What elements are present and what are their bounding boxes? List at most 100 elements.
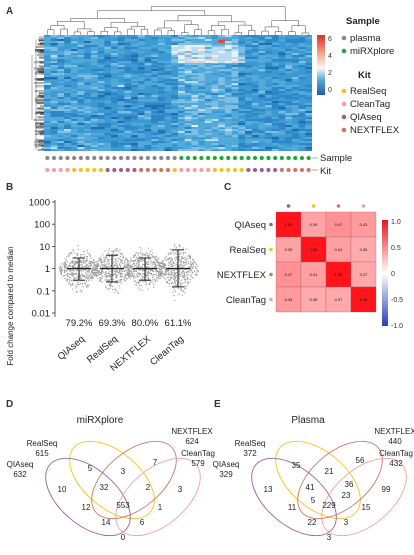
- fold-point: [128, 270, 130, 273]
- fold-point: [167, 268, 169, 270]
- fold-point: [81, 266, 83, 269]
- fold-point: [124, 266, 126, 268]
- fold-point: [63, 265, 66, 267]
- fold-point: [190, 263, 192, 265]
- corr-value: 1.00: [285, 222, 294, 227]
- fold-point: [185, 264, 187, 266]
- fold-point: [136, 270, 138, 273]
- fold-point: [73, 275, 75, 277]
- fold-point: [124, 275, 126, 277]
- fold-point: [159, 268, 162, 270]
- fold-point: [76, 262, 78, 264]
- fold-point: [173, 269, 175, 271]
- fold-point: [81, 290, 83, 292]
- fold-point: [120, 262, 122, 264]
- fold-point: [179, 260, 182, 262]
- fold-point: [135, 276, 137, 278]
- fold-point: [182, 276, 184, 279]
- fold-point: [104, 256, 106, 258]
- fold-point: [116, 280, 118, 282]
- fold-point: [83, 259, 85, 262]
- fold-point: [141, 276, 144, 278]
- fold-point: [173, 245, 176, 247]
- fold-point: [142, 276, 144, 278]
- fold-point: [88, 278, 90, 280]
- fold-point: [140, 250, 142, 253]
- fold-point: [119, 253, 121, 255]
- fold-point: [75, 277, 77, 279]
- fold-point: [118, 258, 120, 260]
- fold-point: [176, 256, 178, 258]
- fold-point: [148, 259, 150, 261]
- fold-point: [76, 254, 79, 256]
- fold-point: [102, 264, 105, 266]
- kit-dot: [125, 167, 130, 173]
- fold-point: [167, 282, 169, 284]
- fold-point: [139, 269, 141, 271]
- fold-point: [99, 280, 101, 282]
- fold-point: [115, 260, 117, 262]
- fold-point: [136, 282, 139, 284]
- fold-point: [65, 259, 67, 261]
- fold-point: [77, 265, 79, 267]
- fold-point: [71, 266, 74, 268]
- fold-point: [138, 259, 140, 261]
- fold-point: [83, 265, 85, 267]
- fold-point: [155, 269, 157, 271]
- fold-point: [73, 273, 75, 275]
- fold-point: [181, 257, 183, 259]
- fold-point: [79, 253, 81, 256]
- venn-d-ellipse-qiaseq: [45, 457, 131, 537]
- sample-dot: [45, 155, 50, 161]
- fold-point: [176, 285, 178, 287]
- fold-point: [187, 277, 189, 279]
- fold-point: [161, 261, 163, 263]
- fold-point: [161, 272, 163, 274]
- fold-point: [121, 252, 123, 254]
- fold-point: [157, 258, 159, 260]
- fold-point: [170, 277, 172, 279]
- fold-point: [155, 269, 157, 271]
- fold-point: [86, 260, 88, 262]
- fold-point: [178, 293, 180, 295]
- fold-point: [138, 268, 140, 270]
- fold-point: [109, 276, 111, 278]
- fold-point: [72, 249, 74, 251]
- fold-point: [79, 260, 81, 263]
- fold-point: [129, 266, 131, 268]
- fold-point: [160, 268, 162, 270]
- legend-realseq: RealSeq: [350, 86, 386, 97]
- fold-point: [155, 265, 157, 267]
- sample-dot: [306, 155, 311, 161]
- fold-point: [165, 279, 167, 281]
- scale-tick: 0: [328, 87, 332, 94]
- fold-point: [72, 274, 74, 277]
- fold-point: [91, 261, 93, 263]
- fold-point: [168, 283, 170, 285]
- fold-point: [113, 278, 115, 280]
- fold-point: [98, 259, 100, 262]
- fold-point: [60, 271, 62, 274]
- fold-point: [106, 266, 109, 268]
- fold-point: [168, 261, 170, 263]
- fold-point: [64, 271, 66, 273]
- fold-point: [172, 270, 174, 272]
- corr-scale-tick: 1.0: [391, 219, 401, 226]
- fold-point: [91, 270, 93, 272]
- fold-point: [192, 262, 194, 264]
- fold-point: [172, 283, 175, 285]
- fold-point: [167, 254, 169, 256]
- fold-point: [119, 264, 121, 266]
- fold-point: [123, 263, 125, 265]
- venn-d-region: 1: [158, 503, 163, 512]
- fold-point: [135, 280, 137, 282]
- fold-point: [158, 263, 160, 265]
- fold-point: [108, 263, 110, 265]
- fold-point: [92, 272, 95, 274]
- fold-point: [137, 259, 139, 261]
- fold-point: [82, 261, 84, 264]
- venn-e-region: 41: [306, 483, 315, 492]
- fold-point: [197, 265, 199, 267]
- fold-point: [60, 265, 62, 267]
- fold-point: [162, 268, 164, 270]
